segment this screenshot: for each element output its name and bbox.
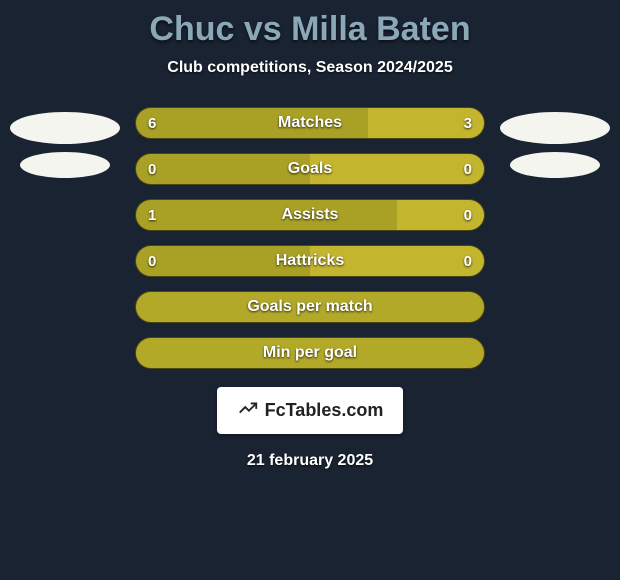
brand-badge: FcTables.com: [217, 387, 404, 434]
comparison-card: Chuc vs Milla Baten Club competitions, S…: [0, 0, 620, 470]
stat-bar: Matches6 3: [135, 107, 485, 139]
team-badge: [500, 112, 610, 144]
stat-bar-right-value: 0: [464, 154, 472, 184]
left-badges-column: [5, 107, 125, 178]
page-title: Chuc vs Milla Baten: [149, 10, 470, 49]
stat-bar: Assists1 0: [135, 199, 485, 231]
stat-bar-label: Goals per match: [136, 292, 484, 322]
stat-bar-right-value: 3: [464, 108, 472, 138]
stat-bar: Goals0 0: [135, 153, 485, 185]
stat-bar-left-value: 0: [148, 154, 156, 184]
stat-bar-label: Matches: [136, 108, 484, 138]
team-badge: [510, 152, 600, 178]
stat-bar: Min per goal: [135, 337, 485, 369]
chart-icon: [237, 397, 259, 424]
brand-text: FcTables.com: [265, 400, 384, 421]
date-text: 21 february 2025: [247, 452, 373, 470]
stat-bar-label: Assists: [136, 200, 484, 230]
stat-bar: Hattricks0 0: [135, 245, 485, 277]
stat-bar-right-value: 0: [464, 200, 472, 230]
stat-bar-label: Min per goal: [136, 338, 484, 368]
stat-bar-label: Goals: [136, 154, 484, 184]
stat-bar-left-value: 1: [148, 200, 156, 230]
stat-bar-left-value: 0: [148, 246, 156, 276]
right-badges-column: [495, 107, 615, 178]
stats-area: Matches63Goals00Assists10Hattricks00Goal…: [0, 107, 620, 369]
stat-bar-left-value: 6: [148, 108, 156, 138]
page-subtitle: Club competitions, Season 2024/2025: [167, 59, 452, 77]
team-badge: [20, 152, 110, 178]
comparison-bars: Matches63Goals00Assists10Hattricks00Goal…: [135, 107, 485, 369]
stat-bar: Goals per match: [135, 291, 485, 323]
team-badge: [10, 112, 120, 144]
stat-bar-right-value: 0: [464, 246, 472, 276]
stat-bar-label: Hattricks: [136, 246, 484, 276]
